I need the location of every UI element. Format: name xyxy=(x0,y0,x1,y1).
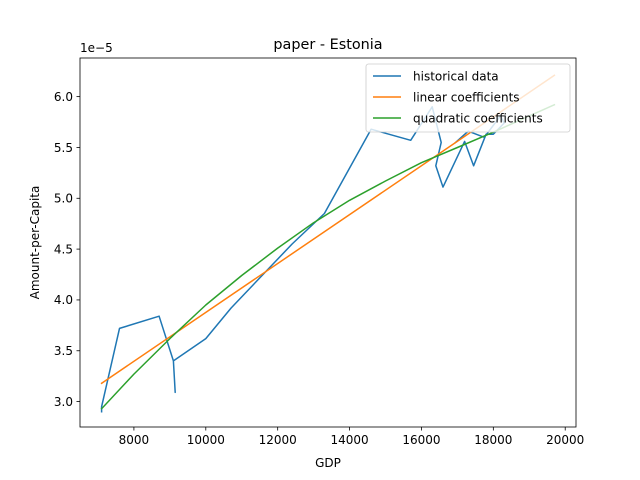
y-scale-label: 1e−5 xyxy=(80,41,113,55)
y-tick-label: 3.0 xyxy=(54,395,73,409)
y-tick-label: 4.0 xyxy=(54,293,73,307)
legend-label-2: linear coefficients xyxy=(413,90,520,104)
y-tick-label: 5.0 xyxy=(54,192,73,206)
legend-box xyxy=(365,63,571,133)
x-tick-label: 18000 xyxy=(474,433,512,447)
legend: historical data linear coefficients quadra… xyxy=(365,63,571,133)
chart-title: paper - Estonia xyxy=(273,37,382,53)
axes-frame xyxy=(79,57,577,428)
x-axis-label: GDP xyxy=(315,456,341,470)
x-tick-label: 14000 xyxy=(330,433,368,447)
x-tick-label: 8000 xyxy=(119,433,150,447)
x-tick-label: 16000 xyxy=(402,433,440,447)
series-line-3 xyxy=(100,103,556,410)
y-tick-label: 5.5 xyxy=(54,141,73,155)
y-tick-label: 3.5 xyxy=(54,344,73,358)
x-tick-label: 12000 xyxy=(259,433,297,447)
y-tick-label: 4.5 xyxy=(54,242,73,256)
legend-label-3: quadratic coefficients xyxy=(413,111,543,125)
y-tick-label: 6.0 xyxy=(54,90,73,104)
x-tick-label: 20000 xyxy=(546,433,584,447)
x-tick-label: 10000 xyxy=(187,433,225,447)
axis-ticks: 8000 10000 12000 14000 16000 18000 20000 3.0 3.5… xyxy=(54,90,584,447)
y-axis-label: Amount-per-Capita xyxy=(28,186,42,300)
legend-label-1: historical data xyxy=(413,69,499,83)
